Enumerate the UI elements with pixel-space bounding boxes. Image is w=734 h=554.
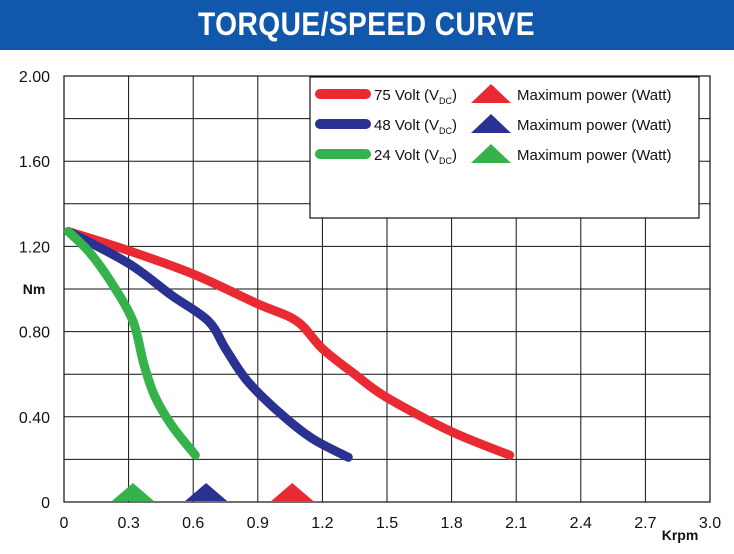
y-tick-label: 0 bbox=[41, 495, 50, 512]
x-tick-label: 2.1 bbox=[505, 515, 527, 532]
x-tick-label: 2.4 bbox=[570, 515, 592, 532]
curve-red bbox=[63, 226, 515, 460]
legend: 75 Volt (VDC) Maximum power (Watt) 48 Volt… bbox=[309, 76, 700, 219]
max-power-marker-green bbox=[111, 483, 154, 501]
tick-labels: 0 0.3 0.6 0.9 1.2 1.5 1.8 2.1 2.4 2.7 3.0 0 0.40 0.80… bbox=[19, 69, 721, 532]
y-tick-label: 2.00 bbox=[19, 69, 50, 86]
x-tick-label: 1.8 bbox=[440, 515, 462, 532]
x-tick-label: 1.5 bbox=[376, 515, 398, 532]
torque-speed-chart: 0 0.3 0.6 0.9 1.2 1.5 1.8 2.1 2.4 2.7 3.0 0 0.40 0.80… bbox=[19, 69, 721, 543]
legend-label-red: 75 Volt (VDC) bbox=[374, 87, 457, 106]
legend-label-green: 24 Volt (VDC) bbox=[374, 147, 457, 166]
max-power-markers bbox=[111, 483, 314, 501]
plot-border bbox=[63, 75, 711, 503]
x-tick-label: 2.7 bbox=[634, 515, 656, 532]
legend-marker-label-red: Maximum power (Watt) bbox=[517, 87, 671, 104]
chart-panel: 0 0.3 0.6 0.9 1.2 1.5 1.8 2.1 2.4 2.7 3.0 0 0.40 0.80… bbox=[0, 50, 734, 554]
curves bbox=[63, 226, 515, 462]
y-tick-label: 0.80 bbox=[19, 325, 50, 342]
legend-marker-blue bbox=[471, 114, 511, 133]
max-power-marker-red bbox=[271, 483, 314, 501]
x-axis-label: Krpm bbox=[662, 527, 699, 543]
max-power-marker-blue bbox=[185, 483, 228, 501]
y-tick-label: 1.20 bbox=[19, 239, 50, 256]
chart-title: TORQUE/SPEED CURVE bbox=[198, 5, 536, 42]
y-tick-label: 0.40 bbox=[19, 410, 50, 427]
y-tick-label: 1.60 bbox=[19, 154, 50, 171]
x-tick-label: 3.0 bbox=[699, 515, 721, 532]
curve-blue bbox=[63, 226, 353, 462]
legend-marker-green bbox=[471, 144, 511, 163]
legend-marker-label-blue: Maximum power (Watt) bbox=[517, 117, 671, 134]
legend-marker-label-green: Maximum power (Watt) bbox=[517, 147, 671, 164]
y-axis-label: Nm bbox=[23, 281, 46, 297]
title-bar: TORQUE/SPEED CURVE bbox=[0, 0, 734, 48]
x-tick-label: 0 bbox=[60, 515, 69, 532]
x-tick-label: 0.9 bbox=[247, 515, 269, 532]
x-tick-label: 0.6 bbox=[182, 515, 204, 532]
x-tick-label: 1.2 bbox=[311, 515, 333, 532]
legend-label-blue: 48 Volt (VDC) bbox=[374, 117, 457, 136]
x-tick-label: 0.3 bbox=[117, 515, 139, 532]
legend-marker-red bbox=[471, 84, 511, 103]
curve-green bbox=[63, 226, 200, 460]
